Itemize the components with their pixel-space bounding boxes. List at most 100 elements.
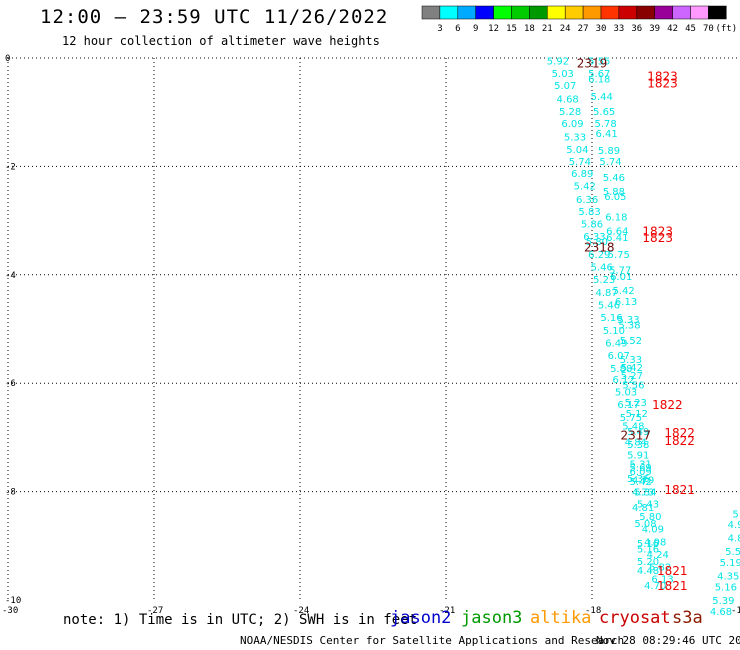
wave-height-value: 5.23 bbox=[593, 275, 615, 286]
wave-height-value: 4.73 bbox=[632, 488, 654, 499]
wave-height-value: 6.29 bbox=[588, 250, 610, 261]
wave-height-value: 5.42 bbox=[621, 363, 643, 374]
legend-jason3: jason3 bbox=[461, 608, 523, 628]
colorbar-label: 36 bbox=[631, 24, 642, 34]
wave-height-value: 4.79 bbox=[632, 476, 654, 487]
colorbar-label: 45 bbox=[685, 24, 696, 34]
wave-height-value: 5.77 bbox=[609, 265, 631, 276]
wave-height-value: 4.84 bbox=[625, 438, 647, 449]
wave-height-value: 5.27 bbox=[621, 371, 643, 382]
wave-height-value: 5.42 bbox=[630, 477, 652, 488]
colorbar-label: 27 bbox=[578, 24, 589, 34]
colorbar-label: 33 bbox=[613, 24, 624, 34]
pass-time-label: 1821 bbox=[664, 483, 695, 497]
colorbar-label: 24 bbox=[560, 24, 571, 34]
wave-height-value: 6.41 bbox=[595, 129, 617, 140]
wave-height-value: 5.03 bbox=[615, 387, 637, 398]
wave-height-value: 6.13 bbox=[615, 297, 637, 308]
colorbar-swatch bbox=[511, 5, 530, 20]
wave-height-value: 5.52 bbox=[620, 336, 642, 347]
wave-height-value: 5.92 bbox=[547, 57, 569, 68]
wave-height-value: 4.35 bbox=[717, 572, 739, 583]
colorbar-swatch bbox=[547, 5, 566, 20]
wave-height-value: 5.38 bbox=[627, 440, 649, 451]
colorbar-label: 42 bbox=[667, 24, 678, 34]
wave-height-value: 5.19 bbox=[720, 558, 740, 569]
wave-height-value: 5.07 bbox=[554, 81, 576, 92]
wave-height-value: 5.08 bbox=[634, 519, 656, 530]
wave-height-value: 4.81 bbox=[632, 503, 654, 514]
wave-height-value: 5.03 bbox=[552, 69, 574, 80]
wave-height-value: 6.64 bbox=[606, 226, 628, 237]
wave-height-value: 5.89 bbox=[598, 146, 620, 157]
y-tick-label: -8 bbox=[5, 488, 16, 498]
wave-height-value: 5.39 bbox=[712, 596, 734, 607]
wave-height-value: 6.05 bbox=[604, 192, 626, 203]
x-tick-label: -30 bbox=[2, 606, 18, 616]
wave-height-value: 5.16 bbox=[715, 582, 737, 593]
wave-height-value: 5.43 bbox=[637, 500, 659, 511]
wave-height-value: 6.01 bbox=[610, 272, 632, 283]
wave-height-value: 5.5 bbox=[725, 547, 740, 558]
wave-height-value: 5.56 bbox=[622, 380, 644, 391]
wave-height-value: 4.70 bbox=[644, 581, 666, 592]
wave-height-value: 4.8 bbox=[728, 534, 740, 545]
colorbar-swatch bbox=[529, 5, 548, 20]
colorbar-swatch bbox=[708, 5, 727, 20]
wave-height-value: 5.82 bbox=[649, 562, 671, 573]
wave-height-value: 4.48 bbox=[637, 566, 659, 577]
chart-title: 12:00 — 23:59 UTC 11/26/2022 bbox=[40, 6, 389, 28]
wave-height-value: 5.12 bbox=[626, 409, 648, 420]
wave-height-value: 5.10 bbox=[603, 326, 625, 337]
pass-time-label: 1823 bbox=[647, 69, 678, 83]
wave-height-value: 4.98 bbox=[644, 537, 666, 548]
colorbar-swatch bbox=[439, 5, 459, 20]
wave-height-value: 5.33 bbox=[620, 355, 642, 366]
colorbar-label: 39 bbox=[649, 24, 660, 34]
wave-height-value: 5.80 bbox=[586, 237, 608, 248]
colorbar-swatch bbox=[582, 5, 602, 20]
colorbar-swatch bbox=[421, 5, 441, 20]
wave-height-value: 5.46 bbox=[591, 263, 613, 274]
colorbar-swatch bbox=[672, 5, 691, 20]
pass-time-label: 1823 bbox=[647, 76, 678, 90]
wave-height-value: 6.17 bbox=[617, 400, 639, 411]
colorbar-swatch bbox=[690, 5, 709, 20]
legend-jason2: jason2 bbox=[390, 608, 452, 628]
wave-height-value: 5.86 bbox=[581, 219, 603, 230]
wave-height-value: 6.18 bbox=[588, 75, 610, 86]
colorbar-swatch bbox=[564, 5, 584, 20]
wave-height-value: 5.49 bbox=[627, 427, 649, 438]
wave-height-value: 6.09 bbox=[630, 467, 652, 478]
wave-height-value: 5.20 bbox=[637, 557, 659, 568]
wave-height-value: 5.69 bbox=[630, 463, 652, 474]
wave-height-value: 4.9 bbox=[728, 520, 740, 531]
wave-height-value: 5.83 bbox=[578, 207, 600, 218]
colorbar-swatch bbox=[475, 5, 494, 20]
footer-note: note: 1) Time is in UTC; 2) SWH is in fe… bbox=[63, 612, 418, 628]
wave-height-value: 5 bbox=[732, 509, 738, 520]
wave-height-value: 6.49 bbox=[605, 339, 627, 350]
wave-height-value: 5.34 bbox=[634, 488, 656, 499]
y-tick-label: -6 bbox=[5, 379, 16, 389]
colorbar-swatch bbox=[618, 5, 638, 20]
wave-height-value: 5.04 bbox=[566, 145, 588, 156]
pass-time-label: 2317 bbox=[621, 429, 652, 443]
wave-height-value: 4.24 bbox=[647, 550, 669, 561]
wave-height-value: 5.16 bbox=[637, 545, 659, 556]
colorbar-swatch bbox=[600, 5, 620, 20]
colorbar-label: 70 bbox=[703, 24, 714, 34]
wave-height-value: 5.33 bbox=[564, 133, 586, 144]
wave-height-value: 5.44 bbox=[591, 92, 613, 103]
wave-height-value: 5.80 bbox=[639, 512, 661, 523]
colorbar-label: 3 bbox=[437, 24, 442, 34]
colorbar-label: 21 bbox=[542, 24, 553, 34]
colorbar-swatch bbox=[457, 5, 476, 20]
pass-time-label: 1822 bbox=[664, 434, 695, 448]
wave-height-value: 5.65 bbox=[593, 107, 615, 118]
wave-height-value: 6.33 bbox=[583, 232, 605, 243]
wave-height-value: 5.78 bbox=[594, 119, 616, 130]
wave-height-value: 5.67 bbox=[588, 69, 610, 80]
x-tick-label: -15 bbox=[731, 606, 740, 616]
